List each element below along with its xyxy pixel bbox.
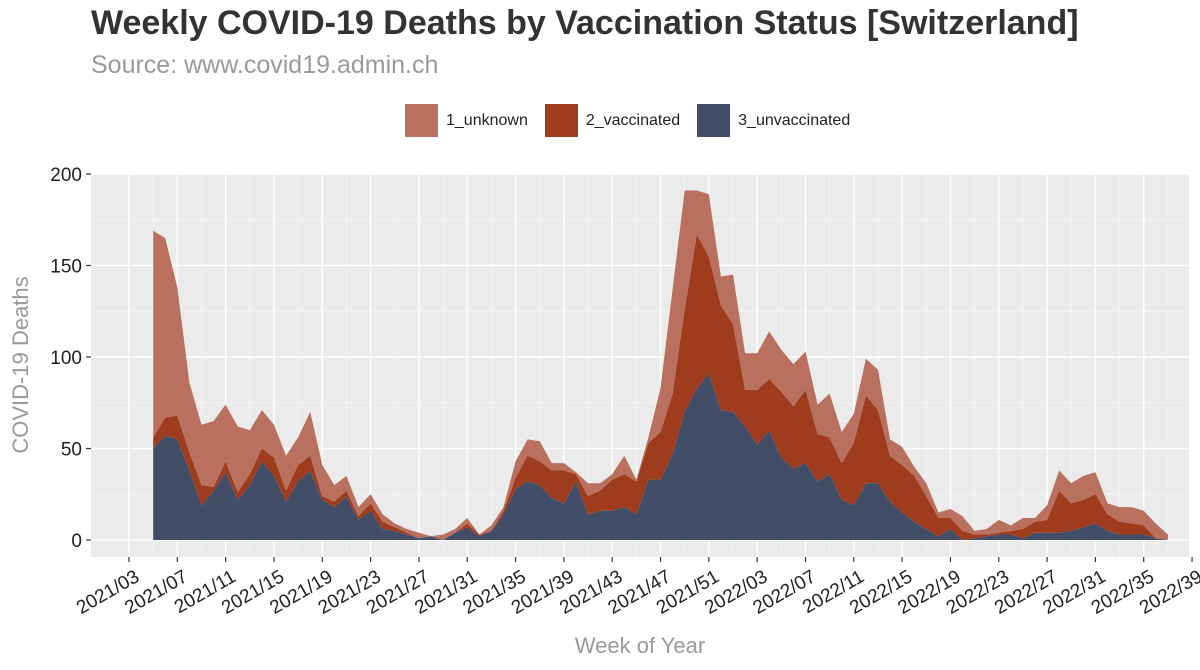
y-axis-title: COVID-19 Deaths — [8, 276, 33, 453]
legend-label-unknown: 1_unknown — [446, 111, 528, 129]
x-axis-title: Week of Year — [575, 633, 705, 658]
legend-item-unknown: 1_unknown — [405, 104, 528, 137]
y-axis: 0 50 100 150 200 — [50, 165, 91, 552]
legend-label-unvaccinated: 3_unvaccinated — [738, 111, 851, 129]
y-tick-label: 0 — [71, 531, 82, 552]
legend-item-unvaccinated: 3_unvaccinated — [697, 104, 850, 137]
y-tick-label: 150 — [50, 257, 82, 278]
chart-title: Weekly COVID-19 Deaths by Vaccination St… — [91, 4, 1079, 42]
legend: 1_unknown 2_vaccinated 3_unvaccinated — [405, 104, 867, 137]
y-tick-label: 50 — [61, 440, 82, 461]
y-tick-label: 100 — [50, 348, 82, 369]
legend-swatch-vaccinated — [544, 104, 578, 137]
chart-subtitle: Source: www.covid19.admin.ch — [91, 51, 439, 79]
y-tick-label: 200 — [50, 165, 82, 186]
stacked-areas — [153, 190, 1168, 540]
legend-item-vaccinated: 2_vaccinated — [544, 104, 681, 137]
area-3_unvaccinated — [153, 373, 1168, 540]
legend-label-vaccinated: 2_vaccinated — [585, 111, 681, 129]
legend-swatch-unknown — [405, 104, 438, 137]
x-axis: 2021/032021/072021/112021/152021/192021/… — [73, 557, 1200, 619]
area-2_vaccinated — [153, 234, 1168, 540]
legend-swatch-unvaccinated — [697, 104, 731, 137]
